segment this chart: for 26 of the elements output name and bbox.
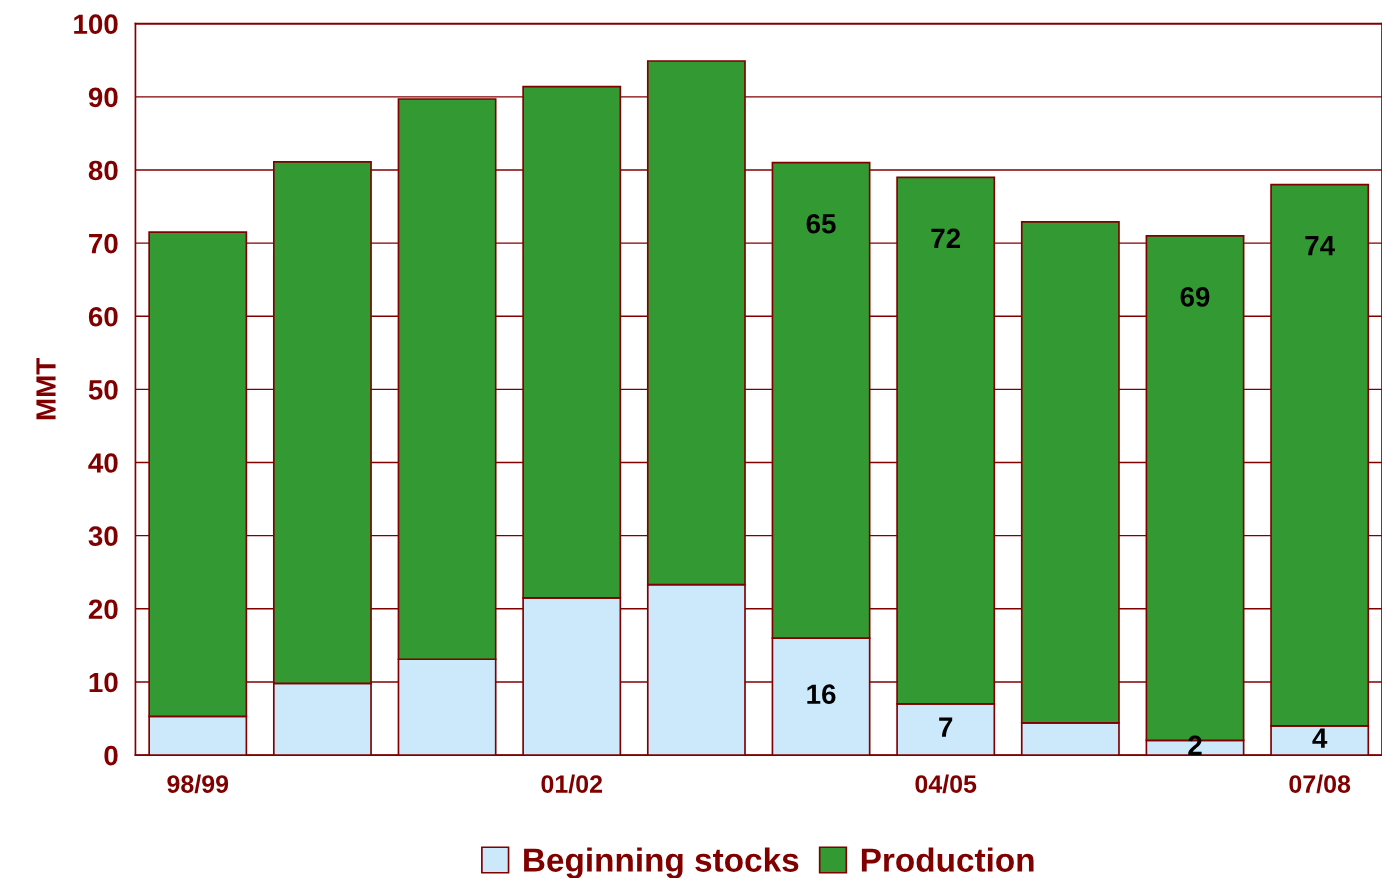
data-label: 74 [1305,236,1335,256]
y-tick-label: 100 [74,14,118,35]
y-tick-label: 90 [88,87,118,108]
y-tick-label: 20 [88,599,118,620]
legend-label: Beginning stocks [524,847,799,878]
y-tick-label: 60 [88,306,118,327]
y-tick-label: 0 [104,745,118,766]
data-label: 72 [931,228,961,248]
data-label: 4 [1312,728,1328,748]
data-label: 2 [1188,735,1202,755]
y-tick-label: 30 [88,526,118,547]
data-label: 65 [806,213,836,234]
data-label: 7 [939,717,953,737]
y-tick-label: 70 [89,233,118,254]
y-axis-title: MMT [36,358,56,420]
legend-label: Production [861,847,1034,872]
data-label: 16 [807,684,836,705]
x-tick-label: 04/05 [915,774,977,794]
y-tick-label: 10 [89,672,118,693]
data-label: 69 [1180,287,1210,307]
x-tick-label: 01/02 [541,774,603,794]
y-tick-label: 80 [88,160,118,181]
x-tick-label: 98/99 [167,774,229,794]
y-tick-label: 40 [88,453,118,473]
y-tick-label: 50 [88,380,118,400]
x-tick-label: 07/08 [1289,774,1351,794]
